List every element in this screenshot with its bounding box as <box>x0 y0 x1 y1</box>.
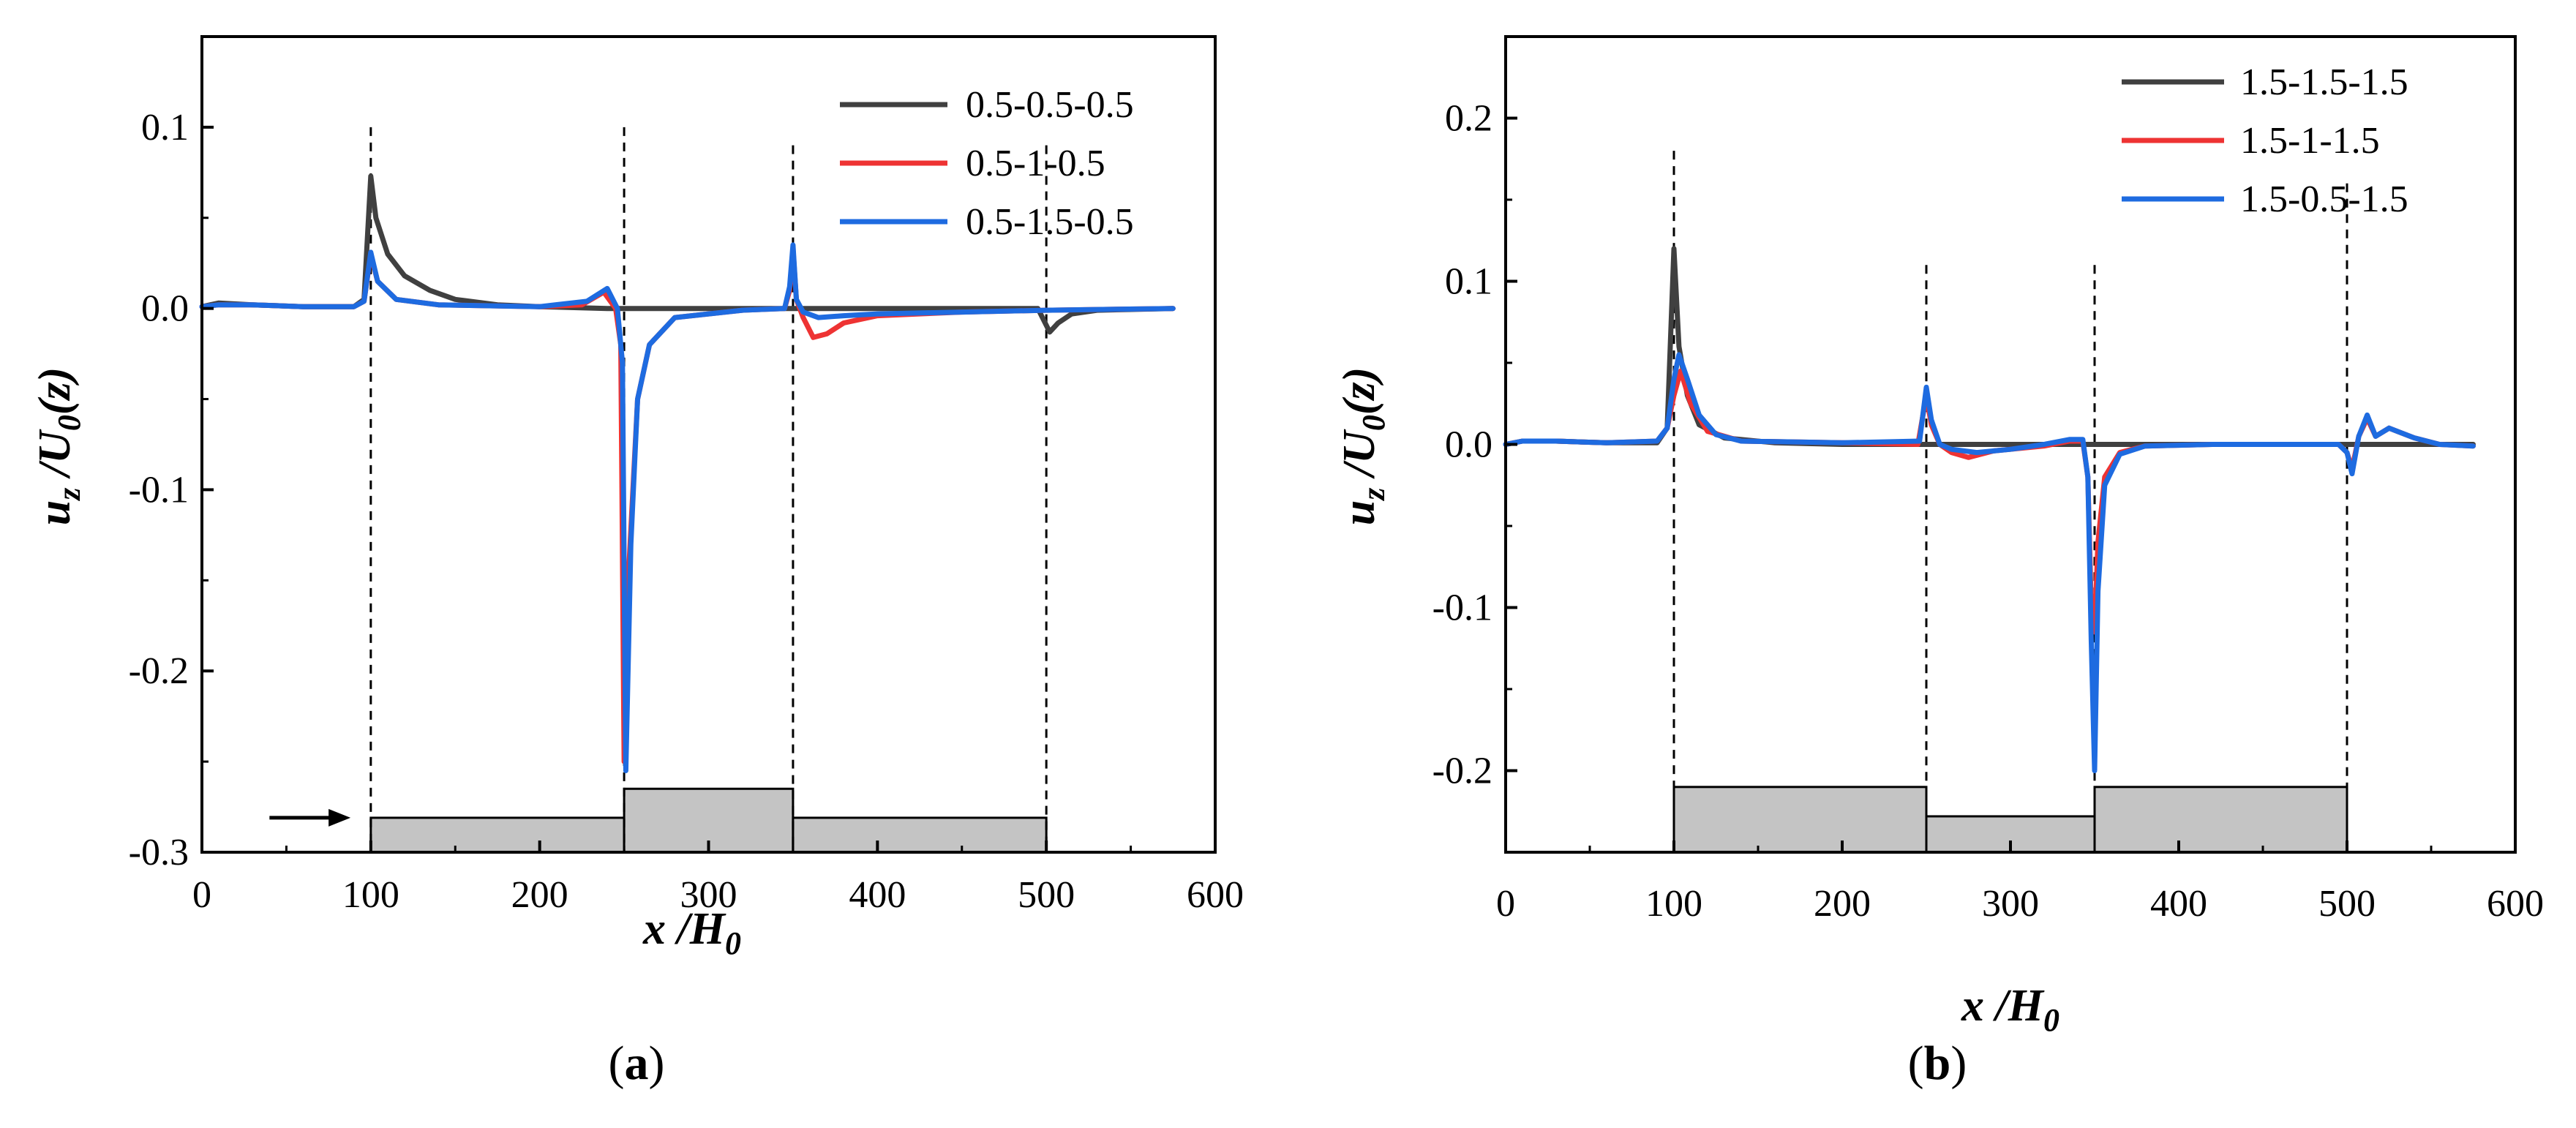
flow-arrow-a <box>269 808 351 827</box>
series-lines-b <box>1503 246 2476 773</box>
chart-panel-a: 0 100 200 300 400 500 600 -0.3 -0.2 -0.1 0.0 0.1 0.… <box>30 35 1244 1090</box>
building-block-1 <box>369 816 626 854</box>
x-tick-label: 0 <box>192 874 211 916</box>
x-tick-label: 400 <box>849 874 906 916</box>
building-block-3 <box>2093 786 2348 854</box>
dashed-guide-lines-b <box>1672 151 2348 852</box>
series-line-0.5-1.5-0.5 <box>199 242 1176 773</box>
y-axis-title-a: uz /U0(z) <box>30 367 87 526</box>
y-tick-label: 0.1 <box>141 107 189 148</box>
x-tick-label: 100 <box>342 874 399 916</box>
panel-label-b: (b) <box>1908 1037 1967 1090</box>
x-tick-label: 100 <box>1645 883 1702 925</box>
y-tick-label: -0.1 <box>1432 587 1492 629</box>
x-tick-label: 400 <box>2150 883 2207 925</box>
legend-b: 1.5-1.5-1.5 1.5-1-1.5 1.5-0.5-1.5 <box>2122 61 2408 220</box>
y-tick-label: -0.3 <box>129 832 189 873</box>
axis-ticks-b: 0 100 200 300 400 500 600 -0.2 -0.1 0.0 0.1 0.2 <box>1432 98 2544 925</box>
x-tick-label: 300 <box>680 874 737 916</box>
x-tick-label: 0 <box>1496 883 1515 925</box>
building-block-3 <box>792 816 1048 854</box>
y-tick-label: 0.0 <box>1445 424 1492 466</box>
y-axis-title-b: uz /U0(z) <box>1334 367 1392 526</box>
legend-label: 0.5-0.5-0.5 <box>966 84 1134 126</box>
y-tick-label: -0.2 <box>1432 751 1492 792</box>
flow-arrow-head <box>328 808 351 827</box>
y-tick-label: 0.1 <box>1445 261 1492 303</box>
chart-panel-b: 0 100 200 300 400 500 600 -0.2 -0.1 0.0 0.1 0.2 1.5… <box>1334 35 2544 1090</box>
y-tick-label: -0.1 <box>129 469 189 511</box>
x-tick-label: 200 <box>1814 883 1871 925</box>
axis-ticks-a: 0 100 200 300 400 500 600 -0.3 -0.2 -0.1 0.0 0.1 <box>129 107 1244 916</box>
x-tick-label: 500 <box>1018 874 1075 916</box>
legend-label: 1.5-1.5-1.5 <box>2240 61 2408 103</box>
legend-label: 1.5-1-1.5 <box>2240 120 2380 162</box>
legend-a: 0.5-0.5-0.5 0.5-1-0.5 0.5-1.5-0.5 <box>840 84 1134 243</box>
x-tick-label: 600 <box>1187 874 1244 916</box>
x-axis-title-b: x /H0 <box>1961 981 2059 1038</box>
x-tick-label: 500 <box>2318 883 2376 925</box>
legend-label: 0.5-1-0.5 <box>966 143 1105 184</box>
legend-label: 1.5-0.5-1.5 <box>2240 178 2408 220</box>
building-block-1 <box>1672 786 1928 854</box>
panel-label-a: (a) <box>609 1037 665 1090</box>
x-tick-label: 300 <box>1982 883 2039 925</box>
y-tick-label: -0.2 <box>129 650 189 692</box>
legend-label: 0.5-1.5-0.5 <box>966 201 1134 243</box>
y-tick-label: 0.2 <box>1445 98 1492 140</box>
series-line-1.5-0.5-1.5 <box>1503 352 2476 773</box>
x-tick-label: 200 <box>511 874 568 916</box>
x-tick-label: 600 <box>2487 883 2544 925</box>
series-lines-a <box>199 173 1176 773</box>
x-axis-title-a: x /H0 <box>642 904 741 961</box>
y-tick-label: 0.0 <box>141 288 189 330</box>
